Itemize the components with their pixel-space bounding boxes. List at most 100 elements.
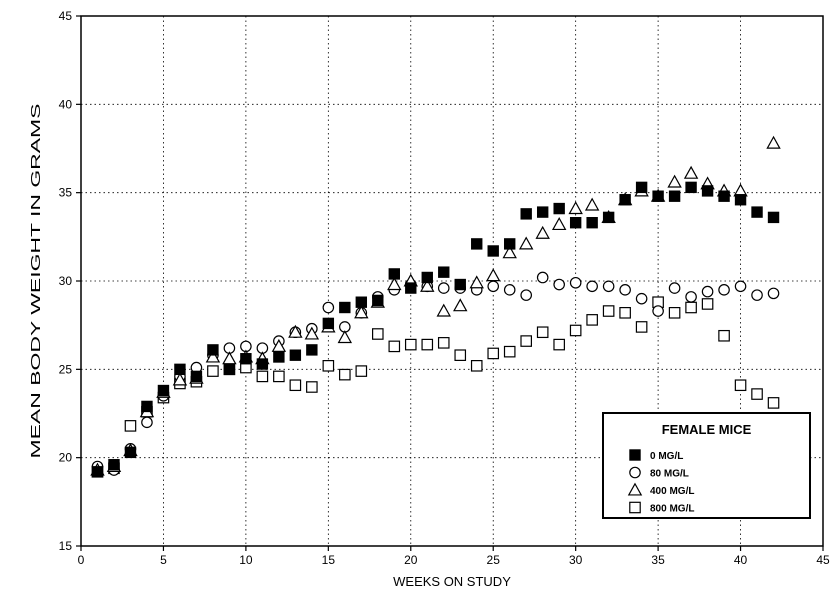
x-tick-label: 45 xyxy=(816,553,830,567)
data-point xyxy=(470,360,483,372)
data-point xyxy=(322,360,335,372)
data-point xyxy=(652,190,664,202)
data-point xyxy=(141,416,153,429)
data-point xyxy=(471,238,483,250)
data-point xyxy=(718,284,730,296)
data-point xyxy=(420,278,435,292)
data-point xyxy=(602,280,615,293)
data-point xyxy=(503,345,516,358)
data-point xyxy=(404,338,417,351)
data-point xyxy=(273,370,285,383)
data-point xyxy=(469,275,484,289)
data-point xyxy=(619,194,631,206)
data-point xyxy=(536,326,549,339)
data-point xyxy=(520,208,532,220)
legend-box xyxy=(602,412,811,519)
legend-label: 400 MG/L xyxy=(650,486,694,497)
data-point xyxy=(405,282,417,294)
legend-marker xyxy=(627,482,643,496)
data-point xyxy=(190,370,203,383)
data-point xyxy=(767,397,780,409)
y-tick-label: 45 xyxy=(59,9,73,23)
data-point xyxy=(734,379,747,392)
data-point xyxy=(372,328,384,340)
data-point xyxy=(289,349,302,361)
data-point xyxy=(256,358,269,370)
x-tick-label: 10 xyxy=(239,553,253,567)
data-point xyxy=(766,135,781,149)
data-point xyxy=(289,379,302,392)
data-point xyxy=(553,278,565,291)
data-point xyxy=(354,305,369,319)
legend-title: FEMALE MICE xyxy=(662,422,752,437)
y-tick-label: 20 xyxy=(59,451,73,465)
data-point xyxy=(520,335,532,347)
data-point xyxy=(619,284,631,296)
data-point xyxy=(701,298,714,310)
data-point xyxy=(586,217,598,229)
data-point xyxy=(288,324,303,338)
data-point xyxy=(551,217,567,231)
data-point xyxy=(569,217,582,229)
x-tick-label: 35 xyxy=(651,553,665,567)
data-point xyxy=(652,305,664,317)
legend-label: 80 MG/L xyxy=(650,469,689,480)
data-point xyxy=(734,280,747,293)
legend-label: 800 MG/L xyxy=(650,504,694,515)
data-point xyxy=(486,268,501,282)
data-point xyxy=(553,338,565,351)
data-point xyxy=(222,351,237,365)
data-point xyxy=(304,326,320,340)
data-point xyxy=(421,271,433,284)
data-point xyxy=(355,365,368,377)
data-point xyxy=(207,365,219,377)
legend-marker xyxy=(629,501,641,514)
legend-item: 800 MG/L xyxy=(629,501,694,515)
series-0-mg-l xyxy=(91,181,780,478)
data-point xyxy=(437,337,450,349)
data-point xyxy=(322,301,335,314)
data-point xyxy=(388,268,400,280)
data-point xyxy=(108,459,120,471)
data-point xyxy=(683,165,699,179)
data-point xyxy=(438,266,450,278)
data-point xyxy=(536,271,549,284)
data-point xyxy=(536,206,549,218)
y-tick-label: 15 xyxy=(59,539,73,553)
data-point xyxy=(339,301,351,314)
data-point xyxy=(487,280,500,293)
data-point xyxy=(635,181,648,194)
data-point xyxy=(454,349,467,361)
data-point xyxy=(685,291,697,303)
legend-item: 400 MG/L xyxy=(627,482,694,497)
data-point xyxy=(487,347,500,360)
legend-label: 0 MG/L xyxy=(650,451,683,462)
data-point xyxy=(437,282,450,294)
legend-item: 80 MG/L xyxy=(629,466,689,480)
data-point xyxy=(453,298,468,312)
data-point xyxy=(685,181,697,194)
y-tick-label: 35 xyxy=(59,186,73,200)
data-point xyxy=(668,282,681,294)
data-point xyxy=(602,305,615,317)
data-point xyxy=(751,289,763,301)
legend-marker xyxy=(629,449,641,461)
data-point xyxy=(685,301,697,314)
legend-item: 0 MG/L xyxy=(629,449,683,462)
data-point xyxy=(91,466,104,478)
x-tick-label: 25 xyxy=(487,553,501,567)
data-point xyxy=(240,353,252,365)
data-point xyxy=(355,296,368,308)
y-tick-label: 40 xyxy=(59,97,73,111)
legend-marker xyxy=(629,466,641,479)
data-point xyxy=(619,307,631,319)
data-point xyxy=(734,194,747,206)
data-point xyxy=(718,190,730,202)
data-point xyxy=(751,388,763,400)
y-axis-title: MEAN BODY WEIGHT IN GRAMS xyxy=(28,103,43,459)
data-point xyxy=(124,446,137,459)
legend: FEMALE MICE 0 MG/L 80 MG/L 400 MG/L 800 MG/… xyxy=(602,412,811,519)
x-tick-label: 40 xyxy=(734,553,748,567)
data-point xyxy=(141,400,153,413)
